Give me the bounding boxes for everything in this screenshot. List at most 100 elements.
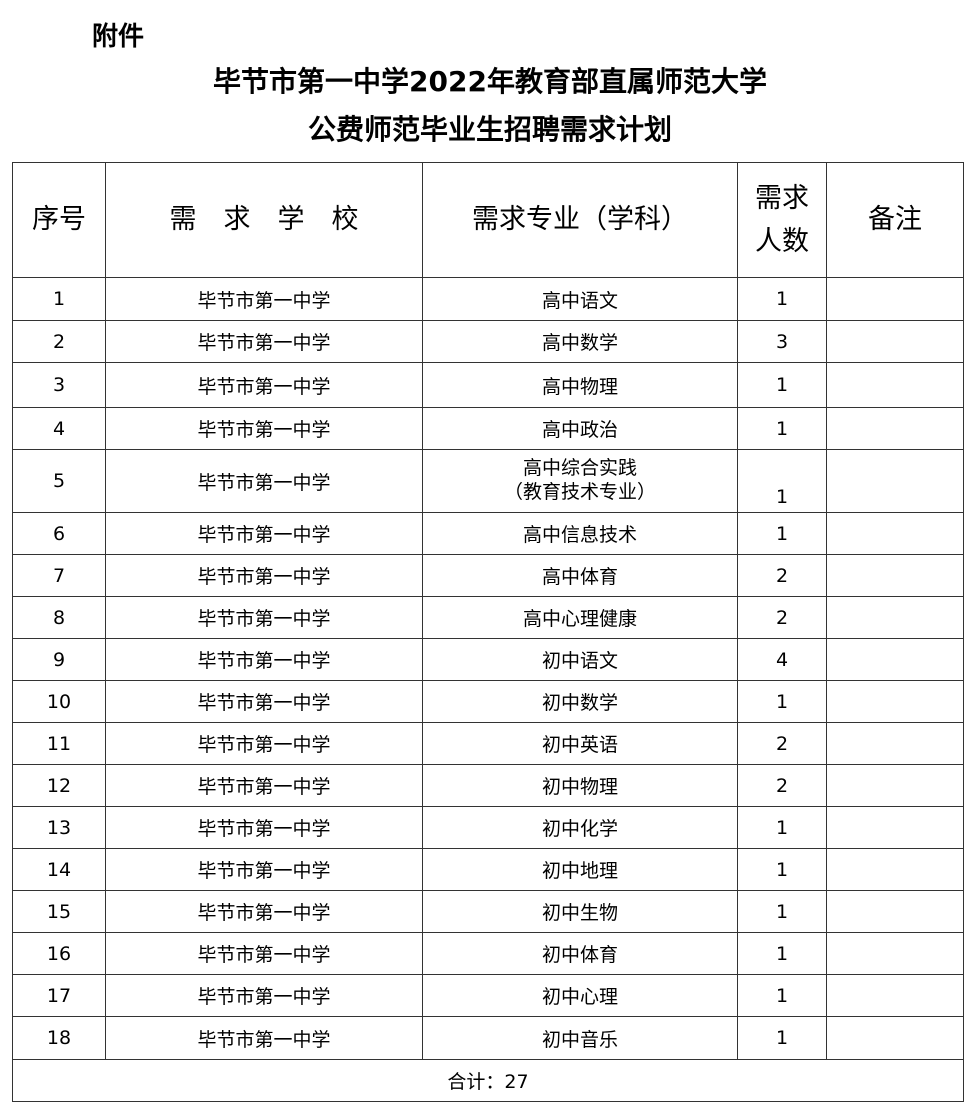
row-subject: 初中体育 — [422, 932, 738, 975]
row-count: 1 — [737, 974, 827, 1017]
total-row: 合计：27 — [12, 1059, 964, 1102]
row-count: 1 — [737, 362, 827, 408]
row-subject: 初中语文 — [422, 638, 738, 681]
header-school: 需 求 学 校 — [105, 162, 423, 278]
row-count: 4 — [737, 638, 827, 681]
table-row: 3 毕节市第一中学 高中物理 1 — [12, 362, 964, 408]
row-school: 毕节市第一中学 — [105, 407, 423, 450]
row-subject: 初中心理 — [422, 974, 738, 1017]
row-school: 毕节市第一中学 — [105, 680, 423, 723]
row-note — [826, 277, 964, 321]
row-no: 6 — [12, 512, 106, 555]
row-note — [826, 449, 964, 513]
row-note — [826, 974, 964, 1017]
row-note — [826, 512, 964, 555]
row-no: 8 — [12, 596, 106, 639]
row-school: 毕节市第一中学 — [105, 449, 423, 513]
row-note — [826, 362, 964, 408]
row-school: 毕节市第一中学 — [105, 932, 423, 975]
row-school: 毕节市第一中学 — [105, 362, 423, 408]
row-subject: 高中物理 — [422, 362, 738, 408]
row-subject: 高中心理健康 — [422, 596, 738, 639]
row-no: 14 — [12, 848, 106, 891]
row-school: 毕节市第一中学 — [105, 638, 423, 681]
row-subject: 高中体育 — [422, 554, 738, 597]
row-school: 毕节市第一中学 — [105, 1016, 423, 1060]
row-count: 1 — [737, 680, 827, 723]
row-no: 18 — [12, 1016, 106, 1060]
row-count: 2 — [737, 764, 827, 807]
row-school: 毕节市第一中学 — [105, 890, 423, 933]
document-title-line2: 公费师范毕业生招聘需求计划 — [307, 113, 672, 146]
header-subject: 需求专业（学科） — [422, 162, 738, 278]
row-note — [826, 932, 964, 975]
row-school: 毕节市第一中学 — [105, 722, 423, 765]
row-no: 10 — [12, 680, 106, 723]
table-row: 8 毕节市第一中学 高中心理健康 2 — [12, 596, 964, 639]
row-school: 毕节市第一中学 — [105, 848, 423, 891]
header-count-line1: 需求 — [755, 182, 809, 214]
table-row: 12 毕节市第一中学 初中物理 2 — [12, 764, 964, 807]
row-no: 12 — [12, 764, 106, 807]
attachment-label: 附件 — [92, 22, 145, 52]
row-note — [826, 554, 964, 597]
row-no: 4 — [12, 407, 106, 450]
row-count: 2 — [737, 554, 827, 597]
row-subject: 初中地理 — [422, 848, 738, 891]
row-note — [826, 680, 964, 723]
row-no: 11 — [12, 722, 106, 765]
table-row: 16 毕节市第一中学 初中体育 1 — [12, 932, 964, 975]
row-no: 15 — [12, 890, 106, 933]
row-count: 1 — [737, 277, 827, 321]
table-row: 13 毕节市第一中学 初中化学 1 — [12, 806, 964, 849]
row-subject: 高中信息技术 — [422, 512, 738, 555]
row-school: 毕节市第一中学 — [105, 320, 423, 363]
row-school: 毕节市第一中学 — [105, 277, 423, 321]
table-row: 1 毕节市第一中学 高中语文 1 — [12, 277, 964, 321]
row-note — [826, 722, 964, 765]
row-subject: 初中音乐 — [422, 1016, 738, 1060]
row-subject: 初中化学 — [422, 806, 738, 849]
table-row: 9 毕节市第一中学 初中语文 4 — [12, 638, 964, 681]
row-count: 1 — [737, 1016, 827, 1060]
row-school: 毕节市第一中学 — [105, 596, 423, 639]
table-row: 7 毕节市第一中学 高中体育 2 — [12, 554, 964, 597]
row-count: 1 — [737, 449, 827, 513]
row-no: 1 — [12, 277, 106, 321]
row-count: 1 — [737, 848, 827, 891]
row-no: 3 — [12, 362, 106, 408]
row-no: 13 — [12, 806, 106, 849]
table-row: 15 毕节市第一中学 初中生物 1 — [12, 890, 964, 933]
row-subject-line2: （教育技术专业） — [503, 481, 656, 503]
table-header-row: 序号 需 求 学 校 需求专业（学科） 需求 人数 备注 — [12, 162, 964, 278]
row-count: 1 — [737, 407, 827, 450]
header-note: 备注 — [826, 162, 964, 278]
row-count: 3 — [737, 320, 827, 363]
row-subject: 初中数学 — [422, 680, 738, 723]
table-row: 4 毕节市第一中学 高中政治 1 — [12, 407, 964, 450]
row-subject: 初中生物 — [422, 890, 738, 933]
document-title-line1: 毕节市第一中学2022年教育部直属师范大学 — [213, 65, 767, 98]
row-no: 5 — [12, 449, 106, 513]
row-count: 1 — [737, 512, 827, 555]
table-row: 10 毕节市第一中学 初中数学 1 — [12, 680, 964, 723]
table-row: 14 毕节市第一中学 初中地理 1 — [12, 848, 964, 891]
row-count: 2 — [737, 596, 827, 639]
row-note — [826, 596, 964, 639]
table-row: 11 毕节市第一中学 初中英语 2 — [12, 722, 964, 765]
row-no: 16 — [12, 932, 106, 975]
table-row: 18 毕节市第一中学 初中音乐 1 — [12, 1016, 964, 1060]
row-note — [826, 320, 964, 363]
row-no: 2 — [12, 320, 106, 363]
row-count: 2 — [737, 722, 827, 765]
row-note — [826, 806, 964, 849]
row-subject: 初中英语 — [422, 722, 738, 765]
row-school: 毕节市第一中学 — [105, 512, 423, 555]
row-subject: 高中语文 — [422, 277, 738, 321]
row-no: 17 — [12, 974, 106, 1017]
row-subject: 高中数学 — [422, 320, 738, 363]
table-row: 5 毕节市第一中学 高中综合实践 （教育技术专业） 1 — [12, 449, 964, 513]
row-school: 毕节市第一中学 — [105, 764, 423, 807]
total-cell: 合计：27 — [12, 1059, 964, 1102]
row-note — [826, 890, 964, 933]
